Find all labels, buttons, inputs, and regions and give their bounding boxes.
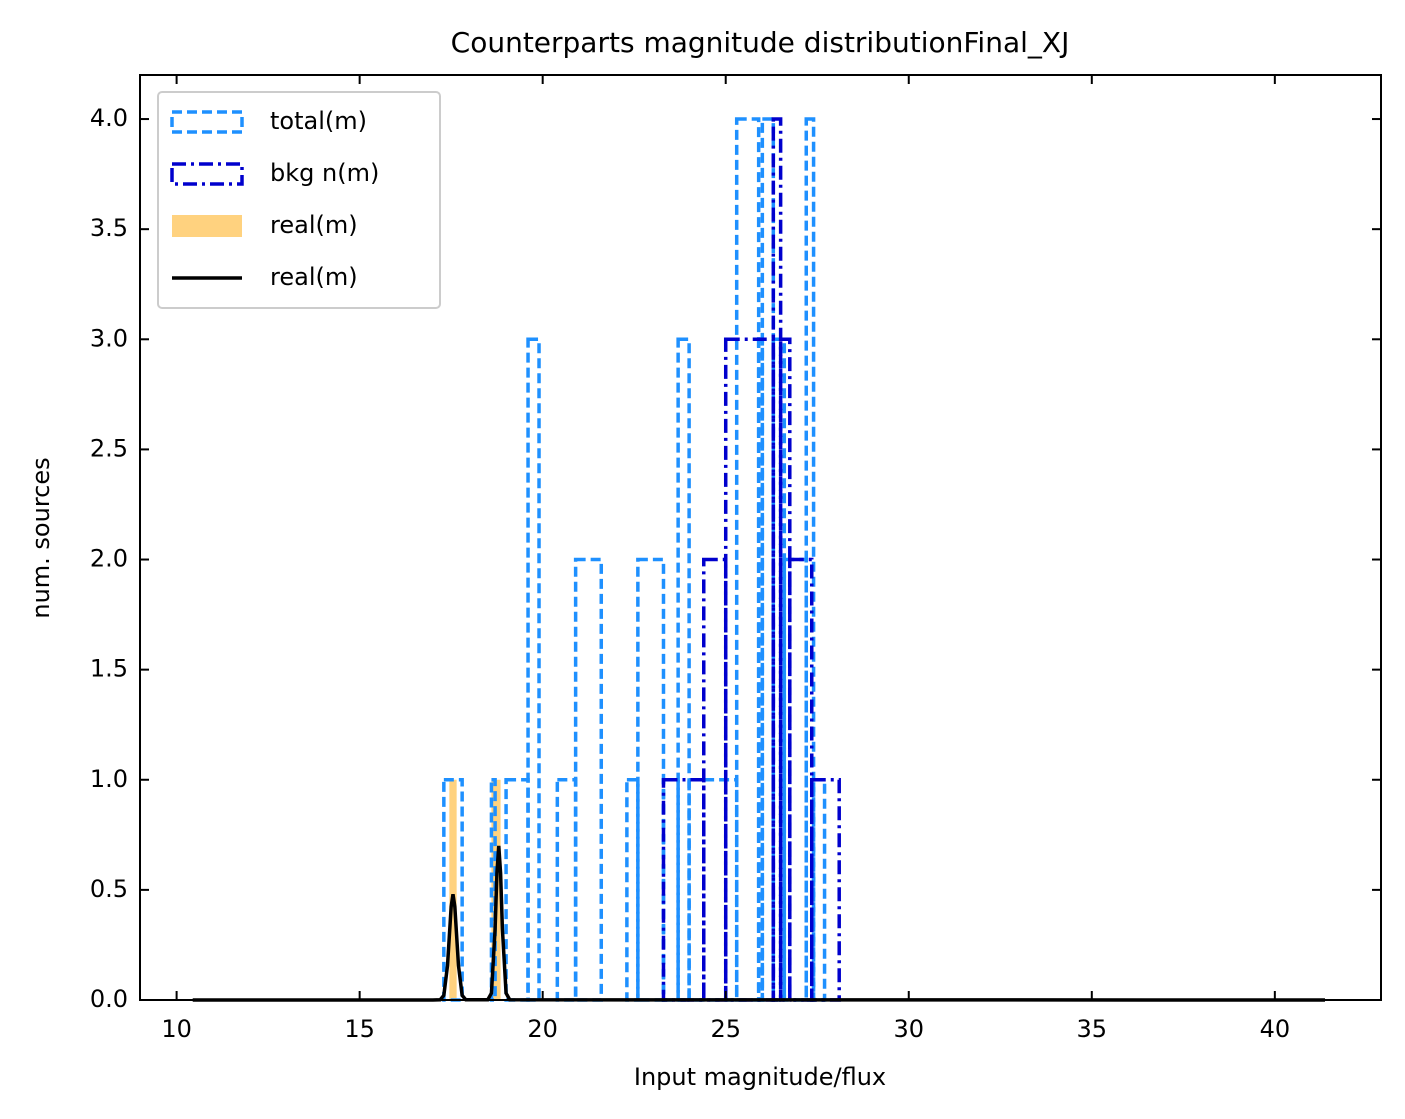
y-tick-label: 3.5 — [90, 214, 128, 242]
chart-title: Counterparts magnitude distributionFinal… — [451, 26, 1070, 59]
hist-bin — [702, 557, 728, 1002]
legend-label: real(m) — [270, 263, 358, 291]
x-tick-label: 35 — [1077, 1015, 1108, 1043]
hist-bin — [504, 778, 530, 1002]
hist-bin — [778, 337, 792, 1002]
hist-bin — [810, 778, 841, 1002]
y-tick-label: 1.5 — [90, 655, 128, 683]
x-tick-label: 25 — [710, 1015, 741, 1043]
hist-bin — [449, 779, 457, 1000]
y-tick-label: 4.0 — [90, 104, 128, 132]
legend-label: total(m) — [270, 107, 367, 135]
y-tick-label: 0.0 — [90, 985, 128, 1013]
x-axis-label: Input magnitude/flux — [634, 1063, 886, 1091]
y-axis-label: num. sources — [27, 457, 55, 618]
hist-bin — [661, 778, 680, 1002]
axes-frame — [139, 74, 1382, 1001]
legend-label: bkg n(m) — [270, 159, 379, 187]
y-tick-label: 2.0 — [90, 545, 128, 573]
hist-bin — [636, 557, 666, 1002]
legend-handle — [170, 110, 244, 134]
x-tick-label: 40 — [1260, 1015, 1291, 1043]
y-tick-label: 2.5 — [90, 434, 128, 462]
hist-bin — [526, 337, 541, 1002]
y-tick-label: 0.5 — [90, 875, 128, 903]
hist-bin — [723, 337, 776, 1002]
hist-bin — [811, 778, 827, 1002]
legend-label: real(m) — [270, 211, 358, 239]
hist-bin — [788, 557, 814, 1002]
legend-handle — [172, 215, 242, 237]
legend-box — [157, 91, 441, 309]
legend-handle — [170, 162, 244, 186]
hist-bin — [782, 557, 809, 1002]
x-tick-label: 15 — [344, 1015, 375, 1043]
hist-bin — [555, 778, 578, 1002]
hist-bin — [573, 557, 604, 1002]
hist-bin — [734, 117, 761, 1002]
x-tick-label: 10 — [161, 1015, 192, 1043]
x-tick-label: 20 — [527, 1015, 558, 1043]
y-tick-label: 3.0 — [90, 324, 128, 352]
hist-bin — [661, 778, 706, 1002]
hist-bin — [687, 778, 739, 1002]
y-tick-label: 1.0 — [90, 765, 128, 793]
x-tick-label: 30 — [893, 1015, 924, 1043]
